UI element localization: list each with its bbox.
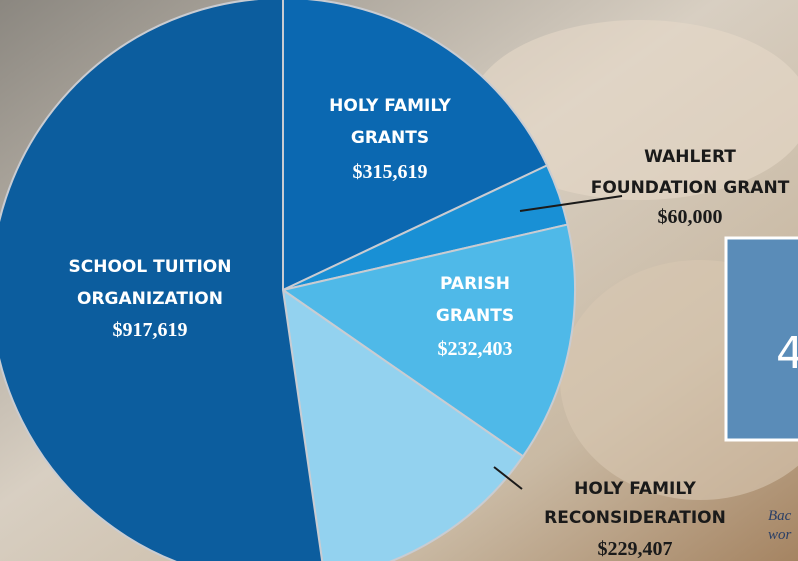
slice-label: GRANTS: [351, 128, 429, 148]
caption: wor: [768, 527, 792, 543]
slice-label: HOLY FAMILY: [329, 96, 451, 116]
pie-slice: [281, 287, 525, 561]
slice-label: FOUNDATION GRANT: [591, 178, 790, 198]
stat-number: 4: [776, 328, 798, 379]
value-label: $315,619: [353, 161, 428, 183]
leader-line: [493, 466, 523, 490]
value-label: $60,000: [658, 206, 723, 228]
slice-label: SCHOOL TUITION: [69, 257, 232, 277]
slice-label: RECONSIDERATION: [544, 508, 726, 528]
pie: [0, 0, 576, 561]
caption: Bac: [768, 508, 792, 524]
pie-slice: [0, 0, 324, 561]
pie-slice: [280, 223, 576, 458]
leader-line: [519, 195, 623, 212]
pie-slice: [282, 0, 549, 292]
slice-label: HOLY FAMILY: [574, 479, 696, 499]
slice-label: GRANTS: [436, 306, 514, 326]
labels: HOLY FAMILY GRANTS $315,619 WAHLERT FOUNDATI…: [69, 96, 790, 560]
stat-box: [724, 236, 798, 442]
value-label: $917,619: [113, 319, 188, 341]
value-label: $229,407: [598, 538, 673, 560]
background-shape: [470, 20, 798, 200]
slice-label: WAHLERT: [644, 147, 736, 167]
slice-label: PARISH: [440, 274, 510, 294]
value-label: $232,403: [438, 338, 513, 360]
slice-label: ORGANIZATION: [77, 289, 223, 309]
